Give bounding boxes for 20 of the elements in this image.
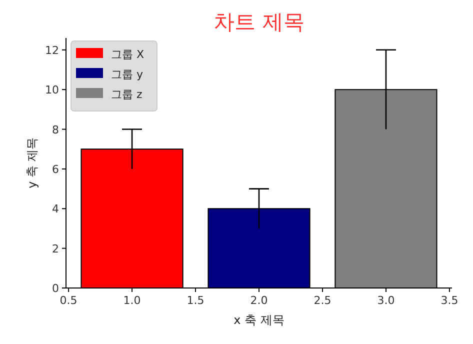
y-tick-label: 2 — [52, 242, 59, 256]
x-tick-label: 1.0 — [123, 294, 141, 307]
y-tick-label: 0 — [52, 282, 59, 295]
y-tick-label: 4 — [52, 202, 59, 216]
x-tick-label: 2.5 — [314, 294, 332, 307]
x-tick-label: 3.0 — [377, 294, 395, 307]
legend-label: 그룹 z — [111, 88, 142, 101]
y-tick-label: 10 — [45, 84, 59, 97]
y-tick-label: 6 — [52, 162, 59, 176]
x-tick-label: 3.5 — [440, 294, 458, 307]
y-axis-title: y 축 제목 — [25, 138, 39, 188]
x-tick-label: 2.0 — [250, 294, 268, 307]
legend-label: 그룹 y — [111, 68, 144, 81]
x-tick-label: 0.5 — [60, 294, 78, 307]
y-tick-label: 12 — [45, 44, 59, 57]
x-axis-title: x 축 제목 — [234, 313, 284, 327]
y-tick-label: 8 — [52, 123, 59, 136]
x-tick-label: 1.5 — [186, 294, 204, 307]
legend-label: 그룹 X — [111, 48, 144, 61]
chart-title: 차트 제목 — [214, 10, 304, 34]
